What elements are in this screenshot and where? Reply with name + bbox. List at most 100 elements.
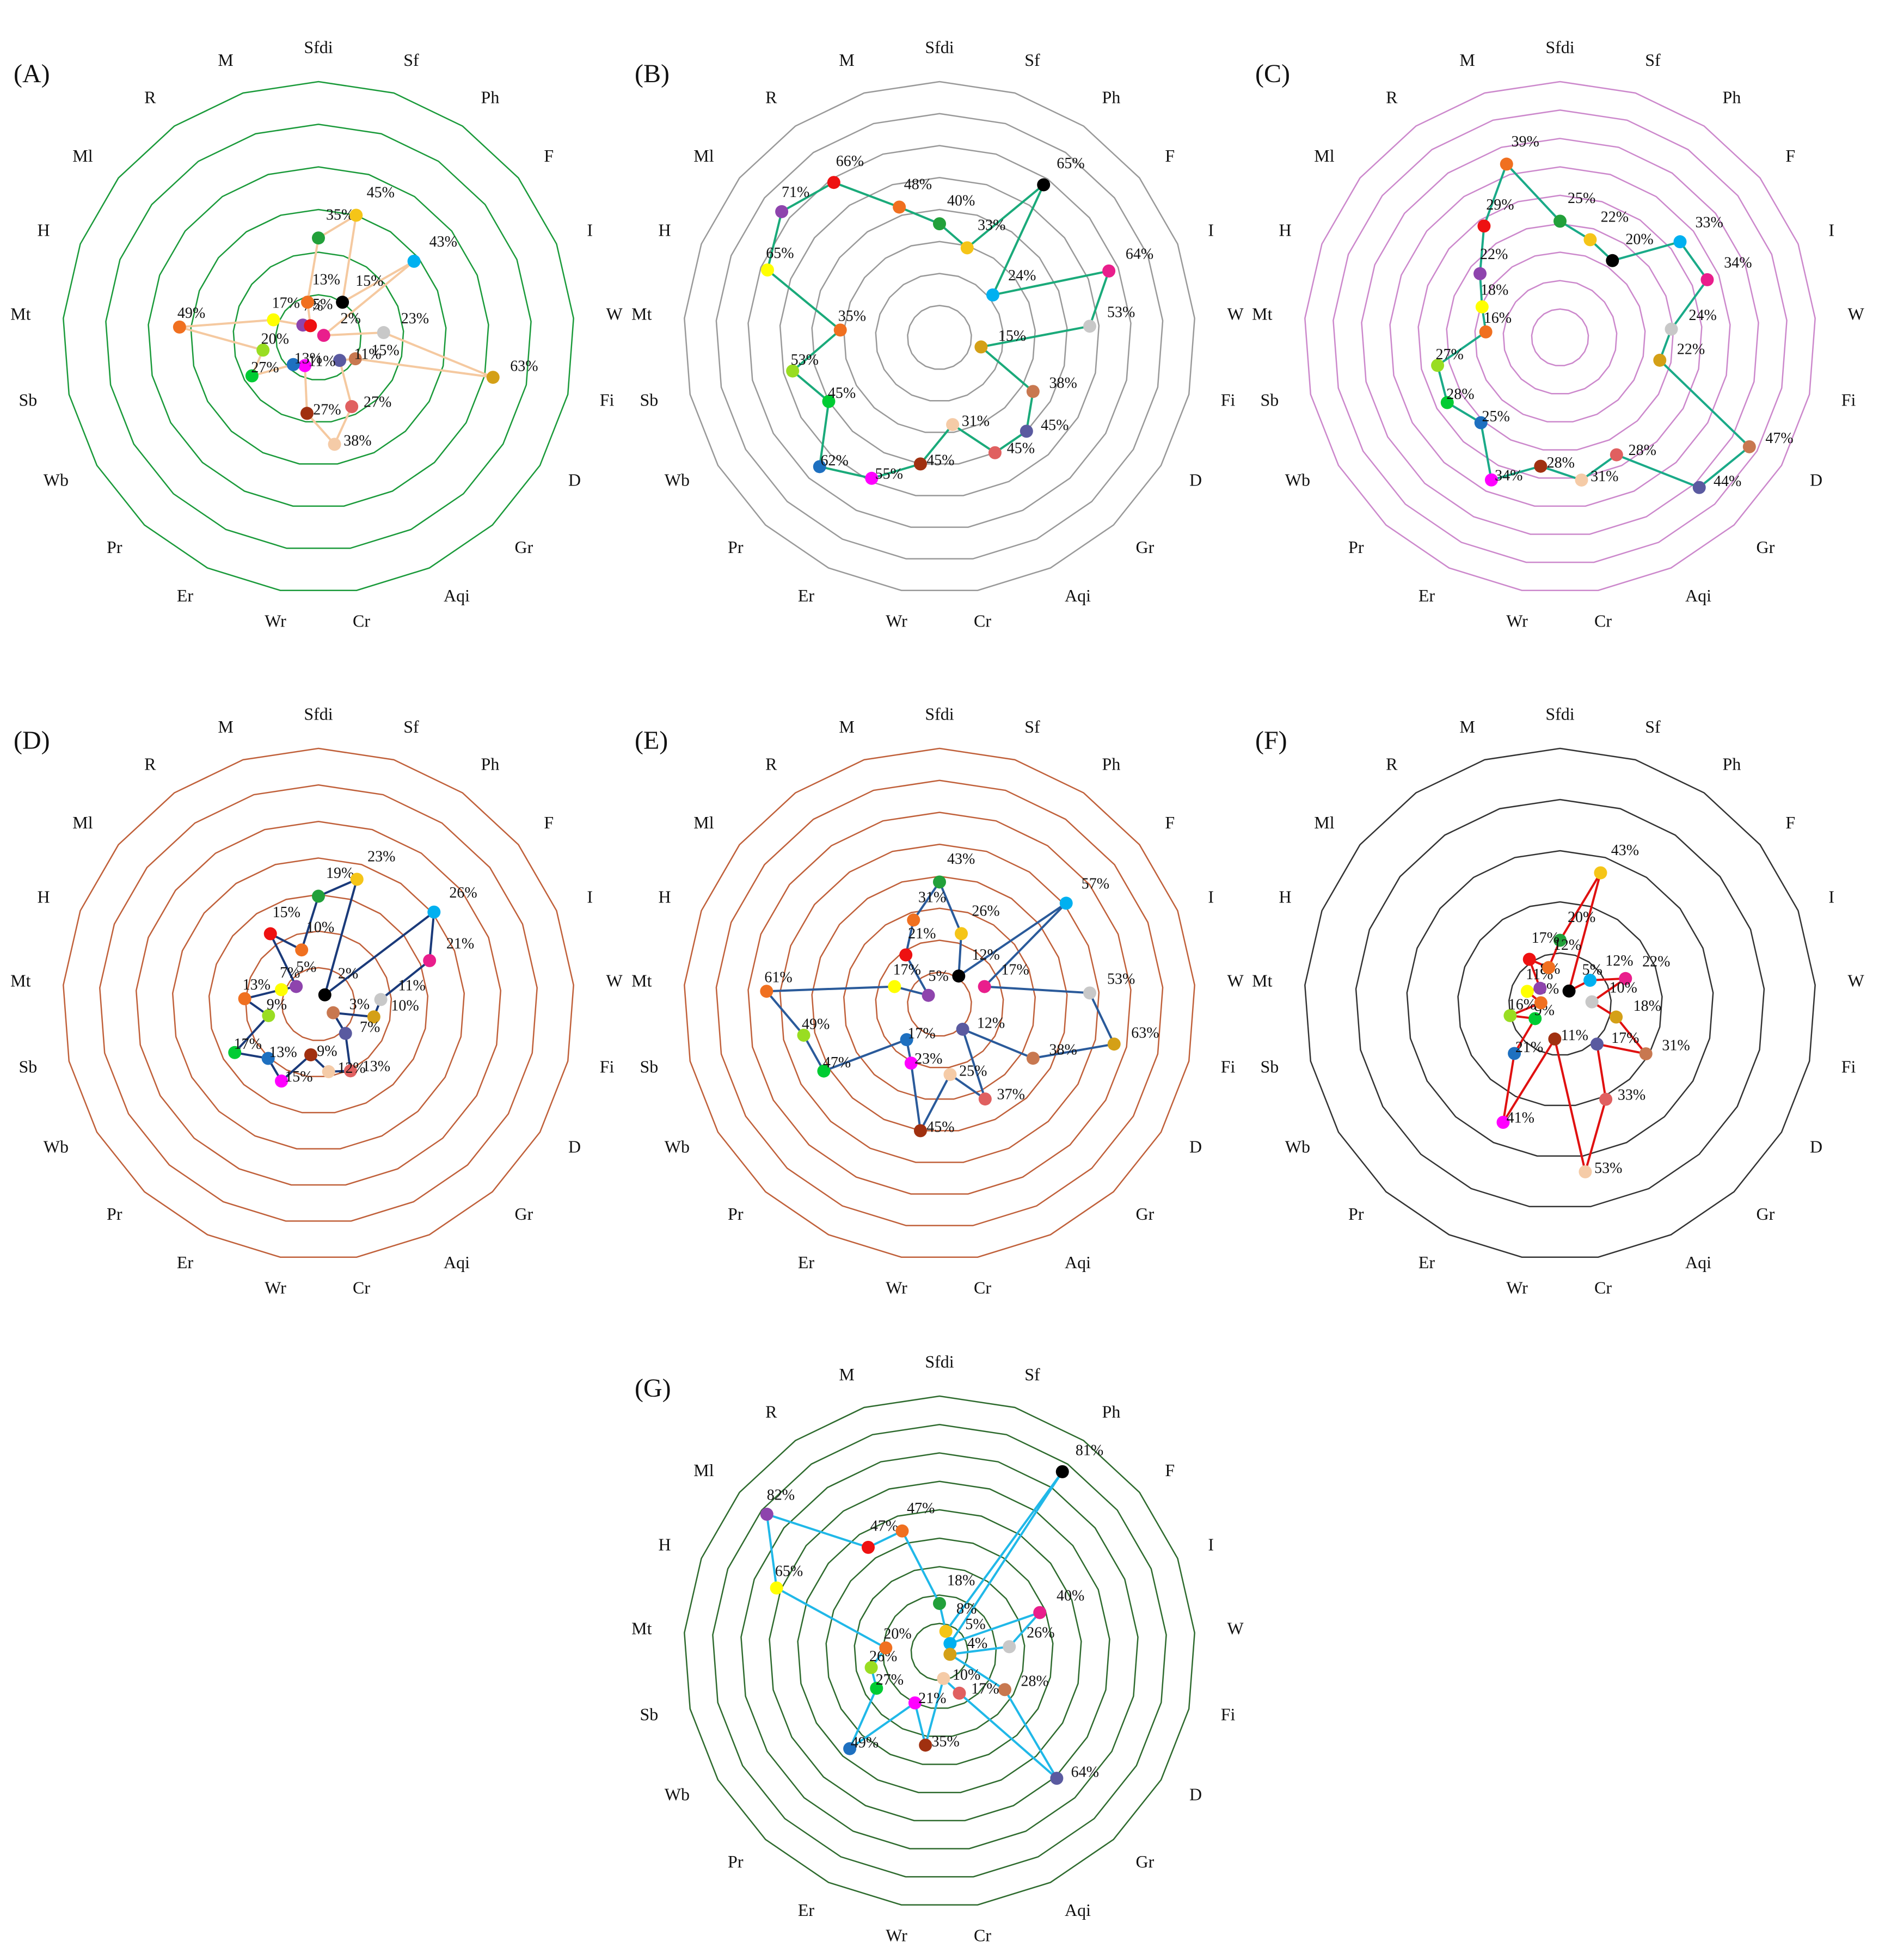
value-label: 21% (918, 1690, 946, 1707)
value-label: 4% (967, 1635, 987, 1652)
value-label: 23% (914, 1050, 942, 1067)
axis-label: Sf (403, 717, 419, 736)
axis-label: D (1810, 470, 1822, 489)
value-label: 53% (791, 352, 819, 368)
value-label: 25% (1482, 408, 1509, 425)
data-point (1477, 219, 1491, 233)
value-label: 37% (997, 1086, 1025, 1103)
value-label: 27% (364, 394, 391, 411)
value-label: 62% (821, 452, 849, 469)
grid-ring (1417, 194, 1703, 479)
axis-label: M (218, 717, 233, 736)
data-point (1742, 440, 1756, 453)
axis-label: Fi (1221, 390, 1236, 409)
value-label: 21% (1515, 1039, 1543, 1056)
grid-ring (875, 939, 1004, 1068)
value-label: 33% (1696, 214, 1723, 231)
value-label: 26% (449, 884, 477, 901)
axis-label: Gr (1135, 1204, 1154, 1224)
grid-ring (875, 273, 1004, 402)
data-point (1431, 359, 1445, 372)
axis-label: M (839, 50, 854, 70)
data-point (336, 296, 349, 309)
axis-label: Ph (1102, 754, 1121, 773)
value-label: 65% (766, 245, 794, 262)
axis-label: I (1828, 887, 1834, 907)
value-label: 20% (883, 1626, 911, 1643)
value-label: 53% (1594, 1160, 1622, 1177)
data-point (173, 320, 186, 334)
grid-ring (715, 779, 1164, 1226)
axis-label: Cr (353, 611, 370, 630)
axis-label: R (765, 87, 777, 107)
axis-label: F (544, 813, 554, 832)
data-point (770, 1581, 783, 1595)
axis-label: Aqi (444, 586, 470, 605)
axis-label: R (1386, 754, 1398, 773)
value-label: 64% (1071, 1764, 1099, 1781)
value-label: 81% (1076, 1442, 1103, 1459)
axis-label: Mt (631, 304, 652, 324)
data-point (274, 983, 288, 997)
axis-label: D (1189, 1136, 1202, 1156)
value-label: 65% (775, 1563, 803, 1580)
axis-label: Er (1419, 586, 1435, 605)
value-label: 27% (876, 1672, 904, 1688)
axis-label: Sfdi (304, 37, 333, 57)
axis-label: Fi (600, 1056, 615, 1076)
value-label: 29% (1486, 196, 1514, 213)
data-point (1594, 866, 1607, 880)
axis-label: R (765, 754, 777, 773)
grid-ring (1502, 280, 1618, 395)
data-point (1653, 353, 1667, 367)
panel-label: (F) (1255, 726, 1287, 755)
axis-label: D (568, 1136, 581, 1156)
data-point (937, 1672, 950, 1685)
data-point (1037, 178, 1051, 192)
axis-label: Cr (974, 1277, 991, 1297)
data-point (998, 1683, 1011, 1697)
value-label: 23% (401, 310, 429, 327)
axis-label: Ml (72, 813, 93, 832)
axis-label: Pr (107, 1204, 122, 1224)
axis-label: Sf (403, 50, 419, 70)
axis-label: Er (177, 1252, 194, 1272)
data-point (933, 217, 946, 231)
value-label: 7% (280, 964, 300, 981)
data-point (486, 371, 500, 384)
data-point (919, 1738, 932, 1752)
data-point (304, 1048, 317, 1061)
value-label: 53% (1107, 304, 1135, 321)
axis-label: W (1227, 1619, 1244, 1638)
axis-label: Pr (728, 537, 744, 557)
data-point (261, 1052, 275, 1065)
axis-label: Ph (1723, 87, 1741, 107)
value-label: 43% (1611, 842, 1639, 859)
value-label: 24% (1008, 267, 1036, 284)
data-point (879, 1641, 893, 1655)
data-point (345, 400, 359, 414)
data-point (275, 1074, 288, 1088)
grid-ring (1333, 109, 1788, 563)
axis-label: Sfdi (925, 37, 954, 57)
data-point (286, 358, 300, 371)
data-point (300, 407, 314, 420)
data-point (1610, 448, 1623, 462)
axis-label: Wb (665, 1784, 690, 1804)
grid-ring (148, 166, 489, 507)
data-point (1673, 235, 1687, 249)
data-point (760, 1508, 773, 1521)
data-point (1534, 996, 1548, 1010)
data-point (1059, 896, 1073, 910)
value-label: 35% (932, 1733, 960, 1750)
value-label: 11% (354, 346, 381, 363)
value-label: 12% (337, 1060, 365, 1077)
value-label: 38% (343, 432, 371, 449)
value-label: 49% (851, 1734, 879, 1751)
axis-label: Pr (1348, 537, 1364, 557)
data-point (327, 1006, 340, 1019)
axis-label: Gr (1135, 537, 1154, 557)
data-point (939, 1625, 953, 1638)
value-label: 28% (1446, 386, 1474, 403)
axis-label: Pr (1348, 1204, 1364, 1224)
